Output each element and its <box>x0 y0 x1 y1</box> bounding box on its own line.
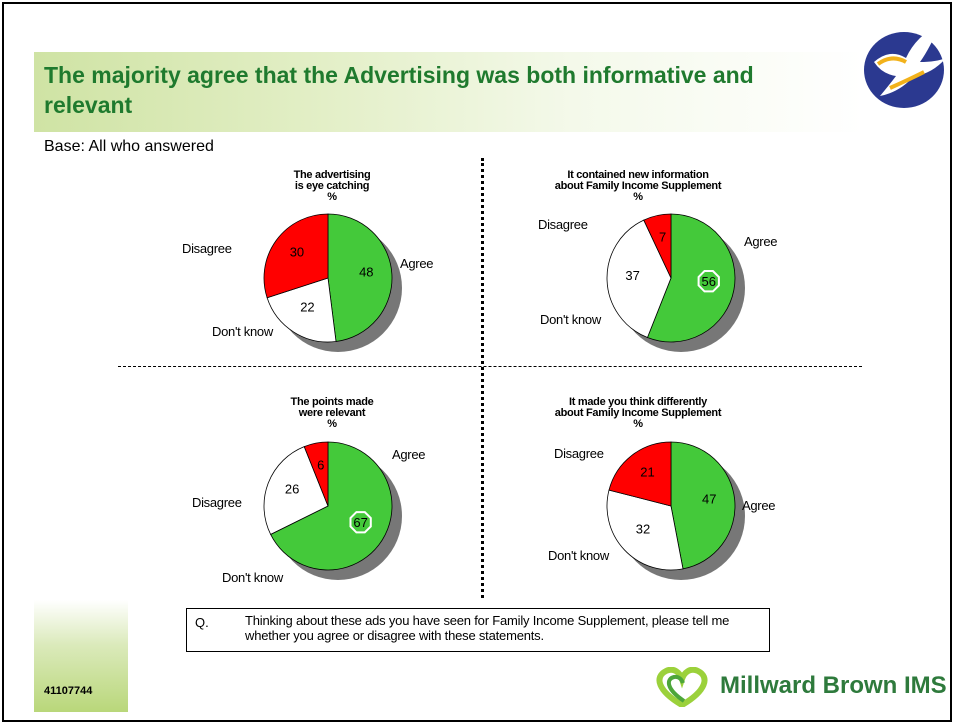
brand-name: Millward Brown IMS <box>720 672 947 699</box>
chart-3-slice-agree <box>270 441 393 571</box>
chart-4-title: It made you think differently about Fami… <box>538 397 738 430</box>
chart-3-label-disagree: Disagree <box>192 495 242 510</box>
horizontal-divider <box>118 366 862 367</box>
chart-3-slice-disagree <box>303 441 329 507</box>
chart-3-title-line-2: were relevant <box>298 407 366 419</box>
chart-2-label-disagree: Disagree <box>538 217 588 232</box>
green-corner-band <box>34 600 128 712</box>
question-box: Q. Thinking about these ads you have see… <box>186 608 770 652</box>
chart-3-title: The points made were relevant % <box>262 397 402 430</box>
chart-4-title-line-1: It made you think differently <box>569 396 707 408</box>
chart-1-slice-disagree <box>263 213 329 299</box>
chart-1-label-agree: Agree <box>400 256 434 271</box>
chart-1-slice-agree <box>327 213 393 342</box>
chart-2-title-line-3: % <box>633 191 643 203</box>
chart-1-label-dont-know: Don't know <box>212 324 273 339</box>
chart-1-title-line-1: The advertising <box>293 169 371 181</box>
chart-3-title-line-1: The points made <box>290 396 374 408</box>
chart-2-label-agree: Agree <box>744 234 778 249</box>
chart-2-pie: 56 37 7 <box>606 213 745 352</box>
chart-3-value-dont-know: 26 <box>285 481 299 496</box>
chart-3-value-agree: 67 <box>353 515 367 530</box>
chart-4-slice-dont-know <box>606 489 684 571</box>
chart-2-slice-disagree <box>643 213 672 279</box>
base-note: Base: All who answered <box>44 138 214 155</box>
chart-4-slice-agree <box>670 441 736 570</box>
chart-4-label-dont-know: Don't know <box>548 548 609 563</box>
chart-4-label-disagree: Disagree <box>554 446 604 461</box>
chart-2-title-line-2: about Family Income Supplement <box>554 180 722 192</box>
chart-3-pie: 67 26 6 <box>263 441 402 580</box>
job-code: 41107744 <box>44 685 93 697</box>
chart-4-value-disagree: 21 <box>640 465 654 480</box>
chart-2-title-line-1: It contained new information <box>567 169 709 181</box>
chart-4-label-agree: Agree <box>742 498 776 513</box>
chart-3-highlight-ring <box>349 511 372 534</box>
question-number: Q. <box>195 615 209 630</box>
chart-4-value-dont-know: 32 <box>636 521 650 536</box>
chart-3-value-disagree: 6 <box>317 457 324 472</box>
chart-3-label-dont-know: Don't know <box>222 570 283 585</box>
chart-2-value-dont-know: 37 <box>625 268 639 283</box>
chart-4-title-line-3: % <box>633 418 643 430</box>
chart-1-pie: 48 22 30 <box>263 213 402 352</box>
chart-1-label-disagree: Disagree <box>182 241 232 256</box>
chart-2-slice-agree <box>646 213 736 343</box>
chart-2-title: It contained new information about Famil… <box>538 170 738 203</box>
chart-1-value-disagree: 30 <box>290 244 304 259</box>
chart-4-slice-disagree <box>608 441 672 507</box>
chart-2-highlight-ring <box>697 270 720 293</box>
chart-3-slice-dont-know <box>263 446 329 535</box>
dove-logo-icon <box>864 24 946 108</box>
chart-1-value-agree: 48 <box>359 265 373 280</box>
chart-1-title-line-2: is eye catching <box>294 180 370 192</box>
chart-4-pie: 47 32 21 <box>606 441 745 580</box>
title-band <box>34 52 864 132</box>
chart-3-title-line-3: % <box>327 418 337 430</box>
chart-1-title: The advertising is eye catching % <box>262 170 402 203</box>
chart-3-label-agree: Agree <box>392 447 426 462</box>
slide-title: The majority agree that the Advertising … <box>44 62 754 118</box>
chart-4-value-agree: 47 <box>702 491 716 506</box>
chart-2-value-disagree: 7 <box>659 230 666 245</box>
chart-4-title-line-2: about Family Income Supplement <box>554 407 722 419</box>
chart-1-slice-dont-know <box>266 277 337 343</box>
question-text: Thinking about these ads you have seen f… <box>245 613 730 643</box>
chart-2-value-agree: 56 <box>701 274 715 289</box>
chart-1-title-line-3: % <box>327 191 337 203</box>
chart-1-value-dont-know: 22 <box>300 299 314 314</box>
vertical-divider <box>481 158 484 598</box>
millward-brown-logo-icon <box>656 667 708 707</box>
chart-2-label-dont-know: Don't know <box>540 312 601 327</box>
chart-2-slice-dont-know <box>606 219 672 339</box>
